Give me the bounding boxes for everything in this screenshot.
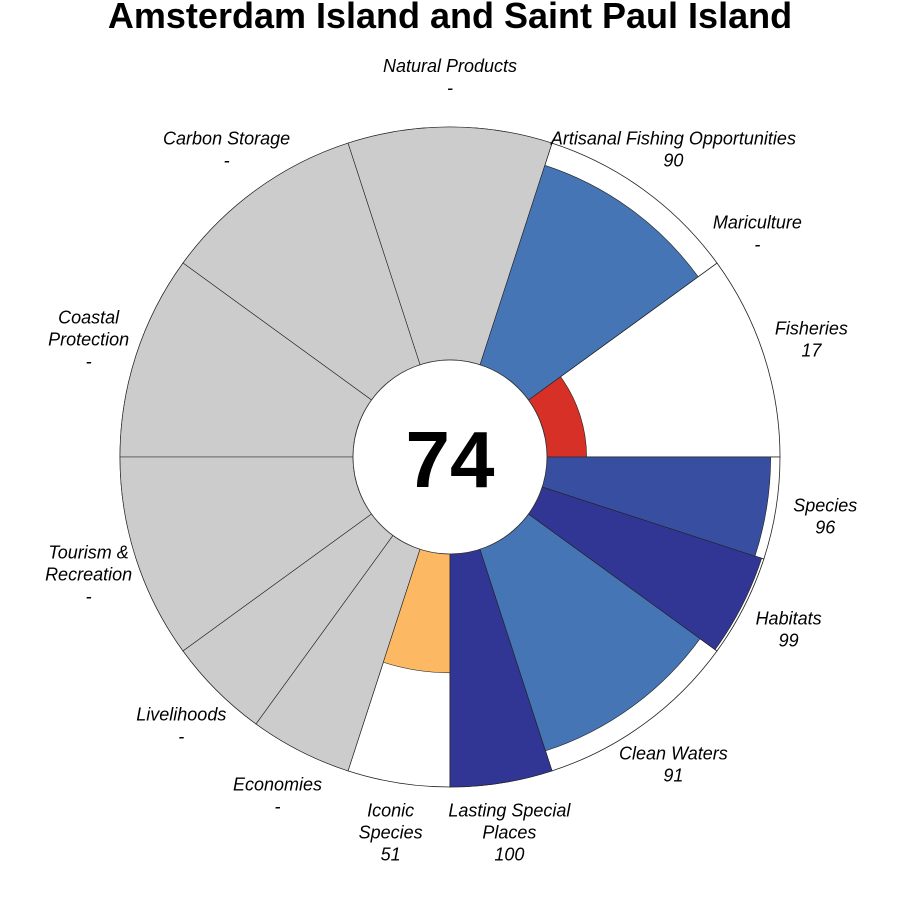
goal-label-natural-products: Natural Products - [383,56,517,98]
goal-name-habitats: Habitats [756,609,822,629]
goal-score-iconic-species: 51 [381,844,401,864]
goal-name-livelihoods: Livelihoods [136,705,226,725]
goal-score-artisanal-fishing-opportunities: 90 [663,151,683,171]
goal-name-economies: Economies [233,775,322,795]
goal-score-natural-products: - [447,78,453,98]
goal-label-coastal-protection: Coastal Protection - [48,308,129,372]
goal-score-economies: - [275,797,281,817]
overall-score: 74 [406,415,495,504]
goal-name-fisheries: Fisheries [775,319,848,339]
goal-name-species: Species [793,495,857,515]
goal-name-natural-products: Natural Products [383,56,517,76]
goal-score-species: 96 [815,517,836,537]
center-circle [352,359,548,555]
goal-name-carbon-storage: Carbon Storage [163,129,290,149]
goal-name-coastal-protection: Coastal [58,308,120,328]
goal-label-fisheries: Fisheries 17 [775,319,848,361]
goal-label-species: Species 96 [793,495,857,537]
goal-name-clean-waters: Clean Waters [619,743,728,763]
goal-score-clean-waters: 91 [663,765,683,785]
goal-score-habitats: 99 [779,631,799,651]
goal-label-habitats: Habitats 99 [756,609,822,651]
goal-score-carbon-storage: - [224,151,230,171]
goal-label-lasting-special-places: Lasting Special Places 100 [448,800,571,864]
goal-name-lasting-special-places: Lasting Special [448,800,571,820]
goal-name-mariculture: Mariculture [713,213,802,233]
goal-label-clean-waters: Clean Waters 91 [619,743,728,785]
petals-group [119,126,771,788]
goal-score-tourism-recreation: - [86,586,92,606]
goal-name-tourism-recreation: Tourism & [48,542,128,562]
goal-name-iconic-species: Species [359,822,423,842]
goal-name-lasting-special-places: Places [482,822,536,842]
goal-label-iconic-species: Iconic Species 51 [359,800,423,864]
goal-score-fisheries: 17 [801,341,822,361]
goal-name-artisanal-fishing-opportunities: Artisanal Fishing Opportunities [550,129,796,149]
goal-score-livelihoods: - [178,727,184,747]
goal-label-mariculture: Mariculture - [713,213,802,255]
goal-name-tourism-recreation: Recreation [45,564,132,584]
goal-name-coastal-protection: Protection [48,330,129,350]
goal-score-coastal-protection: - [86,352,92,372]
chart-title: Amsterdam Island and Saint Paul Island [108,0,792,36]
goal-label-carbon-storage: Carbon Storage - [163,129,290,171]
goal-name-iconic-species: Iconic [367,800,414,820]
goal-label-artisanal-fishing-opportunities: Artisanal Fishing Opportunities 90 [550,129,796,171]
goal-label-economies: Economies - [233,775,322,817]
goal-label-tourism-recreation: Tourism & Recreation - [45,542,132,606]
goal-score-mariculture: - [754,235,760,255]
goal-score-lasting-special-places: 100 [494,844,524,864]
goal-label-livelihoods: Livelihoods - [136,705,226,747]
